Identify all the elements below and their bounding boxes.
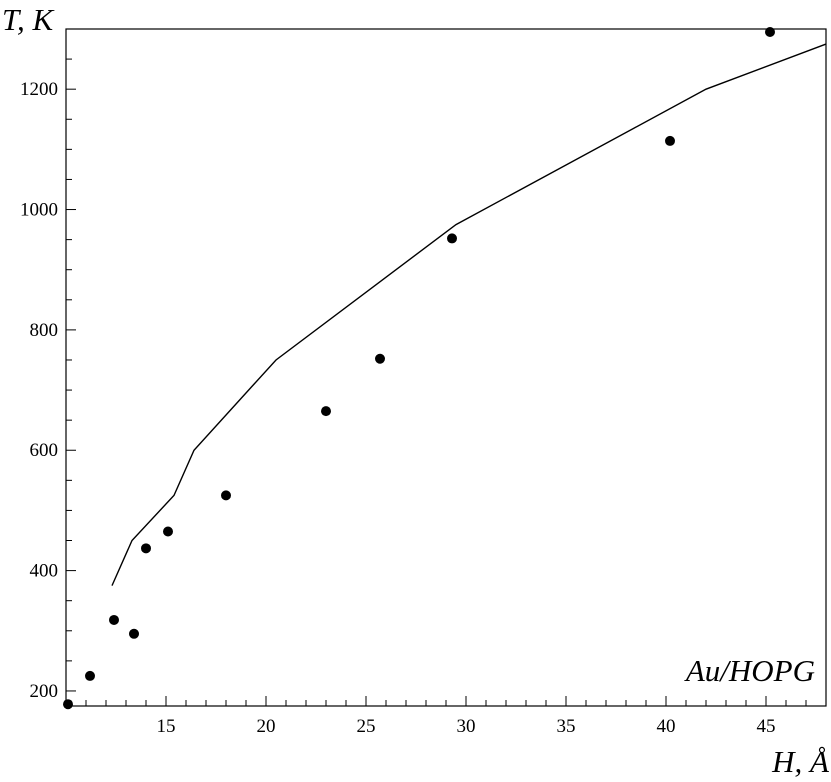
x-tick-label: 15 <box>157 716 176 737</box>
y-axis-title: T, K <box>2 2 55 37</box>
x-tick-label: 20 <box>257 716 276 737</box>
data-point <box>129 628 139 639</box>
y-tick-label: 1200 <box>20 79 58 100</box>
x-tick-label: 35 <box>557 716 576 737</box>
data-point <box>63 699 73 710</box>
data-point <box>375 353 385 364</box>
data-point <box>109 614 119 625</box>
material-annotation: Au/HOPG <box>684 653 815 688</box>
data-point <box>221 490 231 501</box>
data-point <box>765 27 775 38</box>
axis-ticks <box>65 28 827 706</box>
x-axis-title: H, Å <box>771 744 830 779</box>
plot-frame <box>65 28 827 707</box>
y-tick-label: 800 <box>30 320 59 341</box>
y-tick-label: 400 <box>30 561 59 582</box>
plot-border <box>65 28 827 707</box>
y-tick-label: 1000 <box>20 200 58 221</box>
x-tick-label: 25 <box>357 716 376 737</box>
data-series <box>63 27 827 710</box>
data-point <box>85 670 95 681</box>
y-tick-label: 200 <box>30 681 59 702</box>
x-tick-label: 40 <box>657 716 676 737</box>
tick-labels: 15 20 25 30 35 40 45 200 400 600 800 1000 1200 <box>20 79 776 737</box>
x-tick-label: 30 <box>457 716 476 737</box>
data-point <box>447 233 457 244</box>
data-point <box>163 526 173 537</box>
y-tick-label: 600 <box>30 440 59 461</box>
model-curve <box>111 43 827 586</box>
x-tick-label: 45 <box>757 716 776 737</box>
data-point <box>141 543 151 554</box>
data-point <box>665 135 675 146</box>
data-point <box>321 406 331 417</box>
